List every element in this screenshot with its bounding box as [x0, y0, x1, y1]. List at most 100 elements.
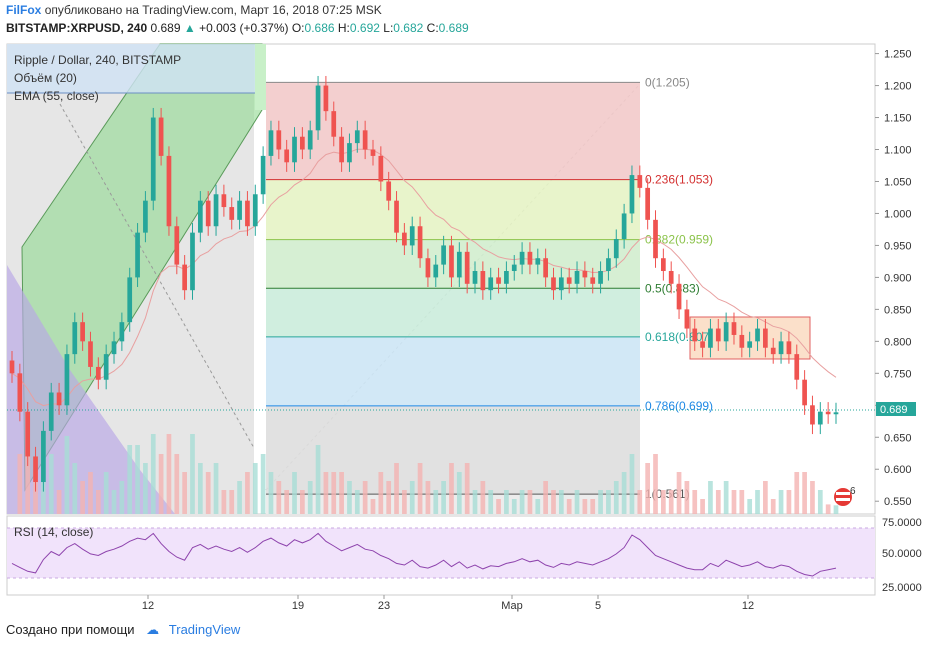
volume-bar	[653, 454, 658, 514]
candle-body	[41, 430, 46, 483]
volume-bar	[496, 499, 501, 514]
legend-title: Ripple / Dollar, 240, BITSTAMP	[14, 53, 181, 67]
close-label: C:	[426, 21, 439, 35]
volume-bar	[441, 481, 446, 514]
candle-body	[260, 155, 266, 195]
candle-body	[566, 277, 572, 284]
candle-body	[95, 366, 101, 380]
candle-body	[111, 341, 117, 355]
price-tick-label: 0.950	[884, 240, 912, 252]
time-axis[interactable]: 12 19 23 Мар 5 12	[142, 595, 754, 612]
volume-bar	[300, 490, 305, 514]
volume-bar	[339, 472, 344, 514]
candle-body	[33, 456, 38, 483]
candle-body	[48, 392, 54, 431]
fib-zone	[266, 179, 640, 240]
candle-body	[64, 354, 70, 406]
volume-bar	[307, 481, 313, 514]
candle-body	[653, 219, 658, 259]
brand-name[interactable]: FilFox	[6, 3, 42, 17]
candle-body	[598, 271, 603, 284]
high-label: H:	[337, 21, 350, 35]
volume-bar	[763, 481, 768, 514]
candle-body	[810, 405, 815, 425]
volume-bar	[708, 481, 713, 514]
change-value: +0.003 (+0.37%)	[199, 21, 289, 35]
candle-body	[370, 149, 376, 156]
blue-zone	[7, 44, 255, 93]
candle-body	[480, 271, 486, 291]
volume-bar	[715, 490, 721, 514]
volume-bar	[747, 499, 753, 514]
candles	[9, 75, 839, 492]
volume-bar	[158, 454, 164, 514]
candle-body	[700, 341, 705, 348]
volume-bar	[292, 472, 297, 514]
volume-bar	[80, 481, 85, 514]
volume-bar	[417, 463, 423, 514]
volume-bar	[245, 472, 250, 514]
volume-bar	[692, 490, 698, 514]
header-published: FilFox опубликовано на TradingView.com, …	[6, 3, 382, 17]
price-tick-label: 0.750	[884, 368, 912, 380]
flag-stripe-2	[836, 498, 850, 501]
time-tick-label: 12	[142, 600, 154, 612]
candle-body	[386, 181, 392, 201]
candle-body	[519, 251, 525, 265]
candle-body	[268, 130, 274, 156]
candle-body	[425, 258, 431, 278]
ema-line	[11, 148, 837, 407]
volume-bar	[590, 499, 596, 514]
volume-bar	[464, 463, 470, 514]
last-price-tag-text: 0.689	[880, 404, 908, 416]
price-axis[interactable]: 1.250 1.200 1.150 1.100 1.050 1.000 0.950 0.900…	[875, 49, 912, 509]
volume-bar	[276, 481, 282, 514]
candle-body	[817, 411, 823, 425]
candle-body	[825, 411, 831, 415]
volume-bar	[17, 454, 23, 514]
volume-bar	[150, 434, 156, 514]
candle-body	[833, 412, 839, 415]
candle-body	[723, 322, 729, 342]
candle-body	[127, 277, 133, 323]
candle-body	[362, 130, 368, 150]
candle-body	[119, 322, 125, 342]
candle-body	[692, 328, 698, 342]
time-tick-label: 12	[742, 600, 754, 612]
volume-bar	[315, 445, 321, 514]
candle-body	[323, 85, 329, 112]
candle-body	[715, 328, 721, 342]
volume-bar	[700, 499, 705, 514]
volume-bar	[268, 472, 274, 514]
candle-body	[574, 271, 580, 284]
candle-body	[9, 360, 15, 374]
candle-body	[731, 322, 737, 335]
last-price: 0.689	[150, 21, 181, 35]
candle-body	[582, 271, 588, 278]
volume-bar	[543, 481, 548, 514]
volume-bar	[394, 463, 399, 514]
fib-zone	[266, 288, 640, 337]
footer-tradingview[interactable]: TradingView	[168, 622, 241, 637]
rsi-label: RSI (14, close)	[14, 525, 93, 539]
volume-bar	[786, 490, 792, 514]
candle-body	[300, 136, 305, 150]
volume-bar	[135, 445, 140, 514]
purple-channel	[7, 265, 175, 514]
volume-bar	[802, 472, 807, 514]
tradingview-logo-icon[interactable]: ☁	[146, 622, 160, 637]
candle-body	[449, 245, 454, 278]
candle-body	[409, 226, 415, 246]
volume-bar	[456, 472, 462, 514]
flag-stripe-1	[836, 492, 850, 495]
time-tick-label: 5	[595, 600, 601, 612]
green-marker	[255, 44, 266, 110]
candle-body	[794, 354, 800, 380]
candle-body	[88, 341, 93, 367]
candle-body	[292, 136, 297, 163]
volume-bar	[347, 481, 352, 514]
fib-level-label: 0.786(0.699)	[645, 399, 713, 413]
footer: Создано при помощи ☁ TradingView	[6, 622, 240, 638]
volume-bar	[166, 434, 172, 514]
